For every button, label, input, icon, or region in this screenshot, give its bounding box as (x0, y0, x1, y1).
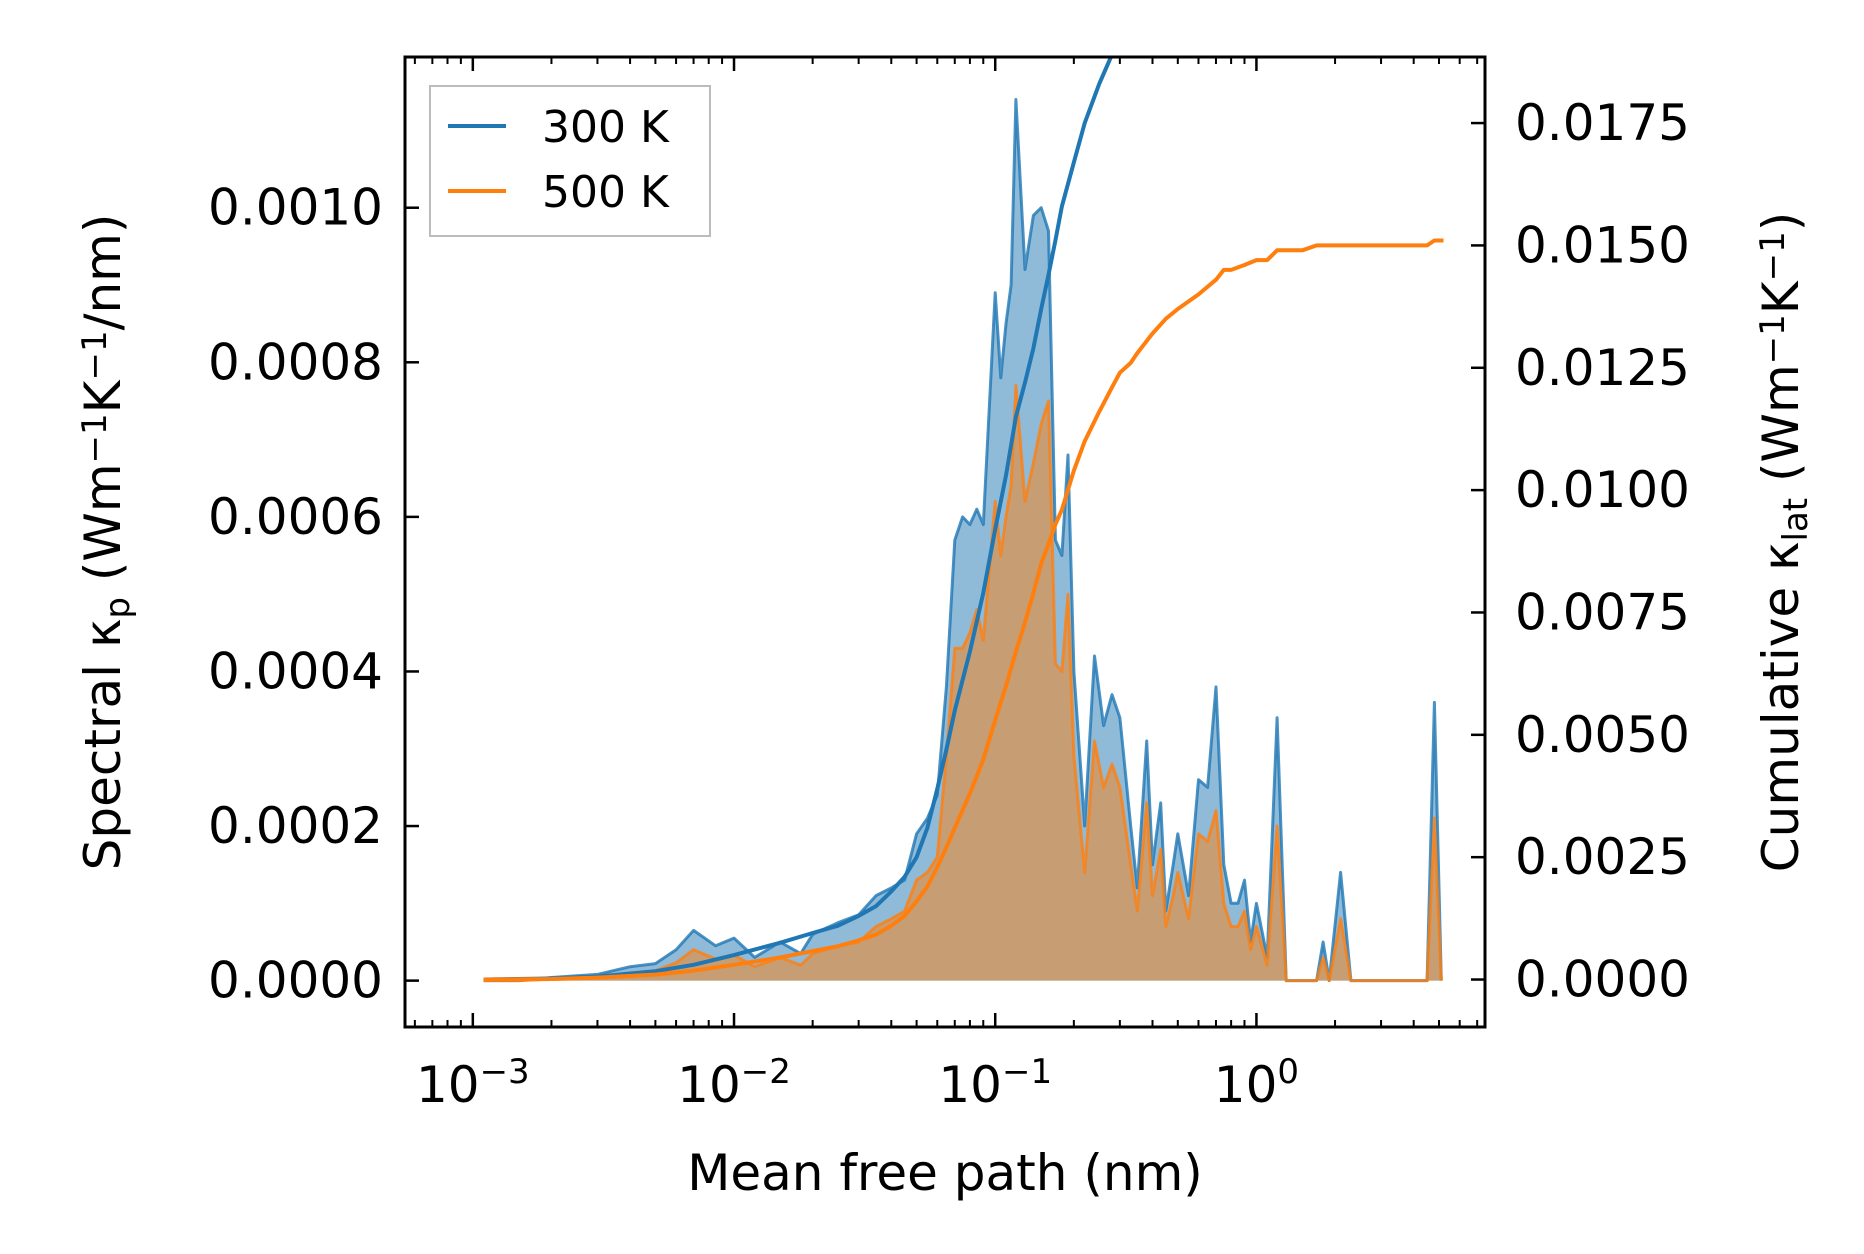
legend: 300 K 500 K (429, 85, 711, 237)
axes-layer: 10−3 10−2 10−1 100 0.0000 0.0002 0.0004 0.0006 0… (208, 57, 1690, 1114)
x-tick-label: 10−1 (938, 1052, 1052, 1114)
y2-tick-label: 0.0150 (1515, 216, 1690, 274)
y-tick-label: 0.0000 (208, 952, 383, 1010)
x-tick-label: 10−3 (416, 1052, 530, 1114)
y2-tick-label: 0.0125 (1515, 339, 1690, 397)
y-tick-label: 0.0008 (208, 333, 383, 391)
x-tick-label: 10−2 (677, 1052, 791, 1114)
500-k-cumulative-line (483, 238, 1444, 982)
legend-label-500k: 500 K (542, 167, 670, 218)
300-k-spectral-area (483, 99, 1442, 981)
y2-tick-label: 0.0175 (1515, 94, 1690, 152)
300-k-cumulative-line (483, 57, 1114, 982)
y2-tick-label: 0.0000 (1515, 951, 1690, 1009)
x-axis-label: Mean free path (nm) (687, 1144, 1203, 1202)
cumulative-line-layer (483, 57, 1444, 982)
y-tick-label: 0.0006 (208, 488, 383, 546)
y-tick-label: 0.0002 (208, 797, 383, 855)
y2-tick-label: 0.0050 (1515, 706, 1690, 764)
legend-label-300k: 300 K (542, 102, 670, 153)
y-tick-label: 0.0010 (208, 179, 383, 237)
y2-tick-label: 0.0025 (1515, 828, 1690, 886)
legend-box (429, 85, 711, 237)
y2-axis-label: Cumulative κlat (Wm−1K−1) (1752, 212, 1816, 872)
y-tick-label: 0.0004 (208, 642, 383, 700)
y-axis-label: Spectral κp (Wm−1K−1/nm) (74, 214, 138, 871)
500-k-spectral-outline (483, 384, 1443, 983)
y2-tick-label: 0.0075 (1515, 583, 1690, 641)
x-tick-label: 100 (1214, 1052, 1299, 1114)
plot-frame (403, 55, 1487, 1029)
y2-tick-label: 0.0100 (1515, 461, 1690, 519)
300-k-spectral-outline (483, 98, 1443, 983)
